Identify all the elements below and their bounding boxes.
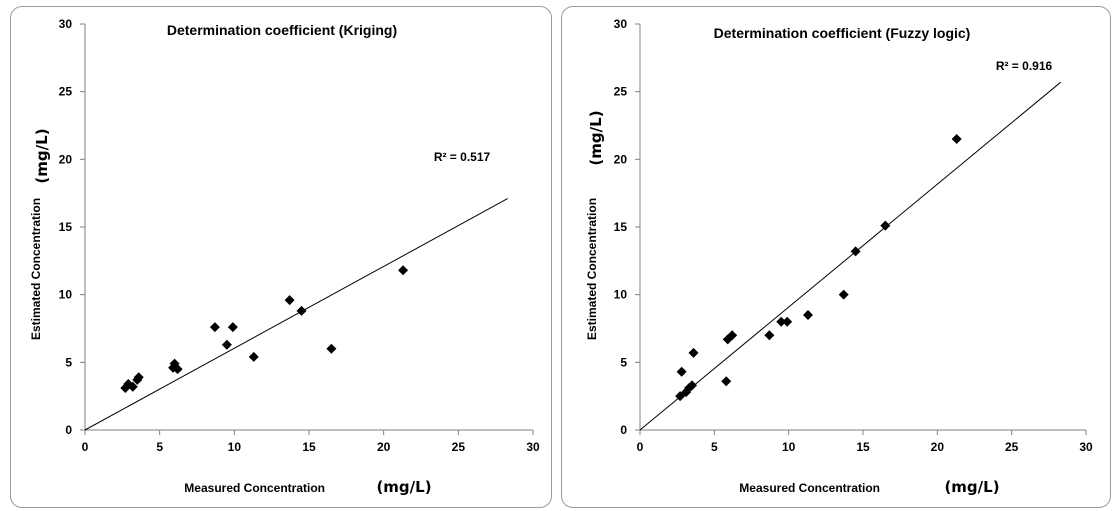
x-tick-label: 0 <box>82 440 89 454</box>
x-tick-label: 25 <box>452 440 466 454</box>
data-point <box>326 343 337 354</box>
y-tick-label: 20 <box>614 152 628 166</box>
data-point <box>209 322 220 333</box>
chart-title: Determination coefficient (Fuzzy logic) <box>714 25 971 41</box>
data-point <box>296 305 307 316</box>
y-tick-label: 0 <box>65 423 72 437</box>
x-tick-label: 20 <box>377 440 391 454</box>
data-point <box>838 289 849 300</box>
data-point <box>127 381 138 392</box>
x-axis-unit: (mg/L) <box>376 478 431 496</box>
data-point <box>951 134 962 145</box>
r-squared-annotation: R² = 0.517 <box>434 150 491 164</box>
data-point <box>133 372 144 383</box>
data-point <box>850 246 861 257</box>
x-tick-label: 10 <box>228 440 242 454</box>
x-tick-label: 10 <box>782 440 796 454</box>
data-point <box>880 220 891 231</box>
x-tick-label: 20 <box>931 440 945 454</box>
data-point <box>688 347 699 358</box>
trendline <box>84 198 508 431</box>
y-tick-label: 15 <box>59 220 73 234</box>
y-tick-label: 15 <box>614 220 628 234</box>
x-tick-label: 5 <box>156 440 163 454</box>
data-point <box>675 391 686 402</box>
chart-frame <box>561 6 1111 508</box>
x-axis-label: Measured Concentration <box>739 481 880 495</box>
x-tick-label: 25 <box>1005 440 1019 454</box>
r-squared-annotation: R² = 0.916 <box>996 59 1053 73</box>
data-point <box>172 364 183 375</box>
x-axis-label: Measured Concentration <box>184 481 325 495</box>
x-tick-label: 5 <box>711 440 718 454</box>
y-tick-label: 0 <box>620 423 627 437</box>
trendline <box>639 81 1062 431</box>
chart-fuzzy-logic: 0 5 10 15 20 25 30 0 5 10 15 20 25 30 Determination co… <box>585 17 1093 496</box>
y-axis-label: Estimated Concentration <box>29 198 43 340</box>
y-axis-unit: (mg/L) <box>33 128 51 183</box>
x-tick-label: 15 <box>302 440 316 454</box>
y-tick-label: 25 <box>614 85 628 99</box>
data-point <box>764 330 775 341</box>
data-point <box>687 380 698 391</box>
y-tick-label: 5 <box>620 355 627 369</box>
x-tick-label: 30 <box>1079 440 1093 454</box>
data-point <box>776 316 787 327</box>
y-tick-label: 30 <box>614 17 628 31</box>
data-point <box>227 322 238 333</box>
y-tick-label: 5 <box>65 355 72 369</box>
y-tick-label: 30 <box>59 17 73 31</box>
y-tick-label: 10 <box>59 288 73 302</box>
chart-title: Determination coefficient (Kriging) <box>167 22 397 38</box>
data-point <box>398 265 409 276</box>
chart-panel-kriging: 0 5 10 15 20 25 30 0 5 10 15 20 25 30 Determination co… <box>0 0 556 511</box>
data-point <box>727 330 738 341</box>
chart-panel-fuzzy: 0 5 10 15 20 25 30 0 5 10 15 20 25 30 Determination co… <box>556 0 1113 511</box>
x-axis-unit: (mg/L) <box>944 478 999 496</box>
y-axis-label: Estimated Concentration <box>585 198 599 340</box>
data-point <box>120 383 131 394</box>
data-point <box>721 376 732 387</box>
y-tick-label: 20 <box>59 152 73 166</box>
data-point <box>802 309 813 320</box>
data-point <box>676 366 687 377</box>
x-tick-label: 15 <box>856 440 870 454</box>
x-tick-label: 30 <box>526 440 540 454</box>
y-tick-label: 25 <box>59 85 73 99</box>
y-tick-label: 10 <box>614 288 628 302</box>
x-tick-label: 0 <box>637 440 644 454</box>
data-point <box>221 339 232 350</box>
data-point <box>248 351 259 362</box>
data-point <box>284 295 295 306</box>
y-axis-unit: (mg/L) <box>587 110 605 165</box>
data-point <box>782 316 793 327</box>
chart-frame <box>10 6 552 508</box>
chart-kriging: 0 5 10 15 20 25 30 0 5 10 15 20 25 30 Determination co… <box>29 17 540 496</box>
